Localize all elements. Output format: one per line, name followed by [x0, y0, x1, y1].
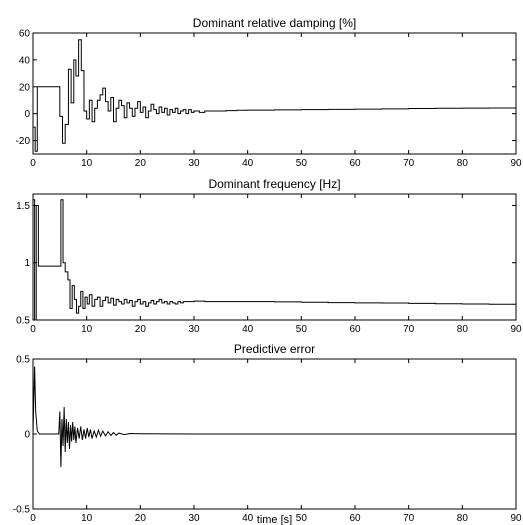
y-tick-label: 1	[24, 258, 30, 269]
x-tick-label: 90	[510, 324, 522, 335]
x-tick-label: 90	[510, 158, 522, 169]
x-tick-label: 70	[403, 158, 415, 169]
y-tick-label: 0.5	[16, 355, 30, 366]
y-tick-label: 0	[24, 430, 30, 441]
y-tick-label: 20	[19, 82, 31, 93]
x-tick-label: 60	[349, 324, 361, 335]
x-tick-label: 50	[296, 513, 308, 524]
chart-title-2: Dominant frequency [Hz]	[208, 177, 340, 191]
x-tick-label: 20	[135, 513, 147, 524]
y-tick-label: -20	[16, 136, 31, 147]
x-tick-label: 40	[242, 324, 254, 335]
x-tick-label: 20	[135, 324, 147, 335]
x-axis-label: time [s]	[257, 514, 292, 525]
chart-title-3: Predictive error	[234, 342, 315, 356]
x-tick-label: 10	[81, 158, 93, 169]
x-tick-label: 20	[135, 158, 147, 169]
y-tick-label: 60	[19, 29, 31, 40]
x-tick-label: 30	[188, 324, 200, 335]
x-tick-label: 0	[30, 513, 36, 524]
y-tick-label: 1.5	[16, 201, 30, 212]
x-tick-label: 40	[242, 158, 254, 169]
plot-frame-2	[32, 193, 517, 321]
series-line-3	[32, 366, 516, 468]
x-tick-label: 40	[242, 513, 254, 524]
y-tick-label: 0	[24, 109, 30, 120]
y-tick-label: 0.5	[16, 316, 30, 327]
x-tick-label: 0	[30, 324, 36, 335]
x-tick-label: 60	[349, 158, 361, 169]
x-tick-label: 80	[457, 513, 469, 524]
x-tick-label: 30	[188, 158, 200, 169]
x-tick-label: 10	[81, 324, 93, 335]
chart-title-1: Dominant relative damping [%]	[193, 16, 356, 30]
x-tick-label: 30	[188, 513, 200, 524]
x-tick-label: 90	[510, 513, 522, 524]
x-tick-label: 80	[457, 324, 469, 335]
series-line-1	[33, 39, 517, 152]
x-tick-label: 70	[403, 324, 415, 335]
plot-frame-1	[32, 32, 517, 155]
x-tick-label: 50	[296, 324, 308, 335]
series-line-2	[33, 199, 517, 321]
y-tick-label: -0.5	[13, 505, 31, 516]
x-tick-label: 50	[296, 158, 308, 169]
y-tick-label: 40	[19, 55, 31, 66]
x-tick-label: 60	[349, 513, 361, 524]
x-tick-label: 80	[457, 158, 469, 169]
x-tick-label: 70	[403, 513, 415, 524]
x-tick-label: 0	[30, 158, 36, 169]
x-tick-label: 10	[81, 513, 93, 524]
